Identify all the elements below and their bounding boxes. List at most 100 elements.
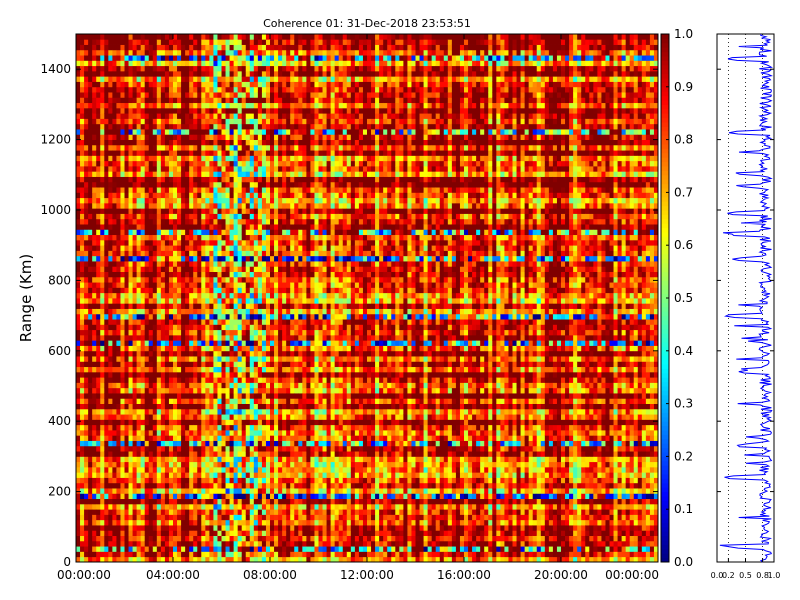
heatmap-cell [226, 441, 230, 447]
heatmap-cell [201, 161, 205, 167]
heatmap-cell [157, 298, 161, 304]
heatmap-cell [80, 393, 84, 399]
heatmap-cell [80, 66, 84, 72]
heatmap-cell [104, 203, 108, 209]
heatmap-cell [250, 272, 254, 278]
heatmap-cell [177, 214, 181, 220]
heatmap-cell [217, 118, 221, 124]
heatmap-cell [274, 520, 278, 526]
heatmap-cell [161, 324, 165, 330]
heatmap-cell [84, 266, 88, 272]
heatmap-cell [100, 250, 104, 256]
heatmap-cell [149, 520, 153, 526]
heatmap-cell [213, 493, 217, 499]
heatmap-cell [169, 330, 173, 336]
heatmap-cell [254, 372, 258, 378]
heatmap-cell [173, 430, 177, 436]
heatmap-cell [173, 177, 177, 183]
heatmap-cell [116, 314, 120, 320]
heatmap-cell [242, 272, 246, 278]
heatmap-cell [197, 356, 201, 362]
heatmap-cell [125, 145, 129, 151]
heatmap-cell [76, 467, 80, 473]
heatmap-cell [104, 430, 108, 436]
heatmap-cell [222, 372, 226, 378]
heatmap-cell [226, 39, 230, 45]
heatmap-cell [129, 340, 133, 346]
heatmap-cell [217, 536, 221, 542]
heatmap-cell [116, 478, 120, 484]
heatmap-cell [270, 536, 274, 542]
heatmap-cell [120, 398, 124, 404]
heatmap-cell [108, 272, 112, 278]
heatmap-cell [193, 472, 197, 478]
heatmap-cell [157, 134, 161, 140]
heatmap-cell [104, 446, 108, 452]
heatmap-cell [262, 456, 266, 462]
heatmap-cell [149, 214, 153, 220]
heatmap-cell [222, 419, 226, 425]
heatmap-cell [157, 293, 161, 299]
heatmap-cell [161, 92, 165, 98]
heatmap-cell [177, 224, 181, 230]
heatmap-cell [165, 103, 169, 109]
heatmap-cell [141, 346, 145, 352]
heatmap-cell [161, 536, 165, 542]
heatmap-cell [197, 124, 201, 130]
heatmap-cell [230, 303, 234, 309]
heatmap-cell [80, 118, 84, 124]
heatmap-cell [165, 113, 169, 119]
heatmap-cell [193, 282, 197, 288]
heatmap-cell [161, 87, 165, 93]
heatmap-cell [226, 287, 230, 293]
heatmap-cell [250, 419, 254, 425]
heatmap-cell [120, 192, 124, 198]
heatmap-cell [246, 134, 250, 140]
heatmap-cell [145, 446, 149, 452]
heatmap-cell [112, 530, 116, 536]
heatmap-cell [222, 129, 226, 135]
heatmap-cell [165, 430, 169, 436]
heatmap-cell [270, 287, 274, 293]
heatmap-cell [197, 145, 201, 151]
heatmap-cell [250, 472, 254, 478]
heatmap-cell [205, 430, 209, 436]
heatmap-cell [125, 435, 129, 441]
heatmap-cell [274, 187, 278, 193]
heatmap-cell [96, 66, 100, 72]
heatmap-cell [185, 129, 189, 135]
heatmap-cell [169, 240, 173, 246]
heatmap-cell [84, 303, 88, 309]
heatmap-cell [161, 66, 165, 72]
heatmap-cell [137, 419, 141, 425]
heatmap-cell [161, 171, 165, 177]
heatmap-cell [129, 483, 133, 489]
heatmap-cell [92, 45, 96, 51]
heatmap-cell [76, 330, 80, 336]
heatmap-cell [145, 261, 149, 267]
heatmap-cell [258, 541, 262, 547]
heatmap-cell [92, 483, 96, 489]
heatmap-cell [189, 203, 193, 209]
heatmap-cell [201, 198, 205, 204]
heatmap-cell [145, 409, 149, 415]
heatmap-cell [262, 277, 266, 283]
heatmap-cell [145, 277, 149, 283]
heatmap-cell [108, 541, 112, 547]
heatmap-cell [185, 536, 189, 542]
heatmap-cell [169, 266, 173, 272]
heatmap-cell [205, 76, 209, 82]
heatmap-cell [222, 536, 226, 542]
heatmap-cell [230, 50, 234, 56]
heatmap-cell [254, 303, 258, 309]
heatmap-cell [112, 293, 116, 299]
heatmap-cell [161, 240, 165, 246]
heatmap-cell [165, 129, 169, 135]
heatmap-cell [120, 525, 124, 531]
heatmap-cell [145, 198, 149, 204]
heatmap-cell [201, 82, 205, 88]
heatmap-cell [145, 171, 149, 177]
heatmap-cell [141, 97, 145, 103]
heatmap-cell [112, 309, 116, 315]
heatmap-cell [209, 520, 213, 526]
